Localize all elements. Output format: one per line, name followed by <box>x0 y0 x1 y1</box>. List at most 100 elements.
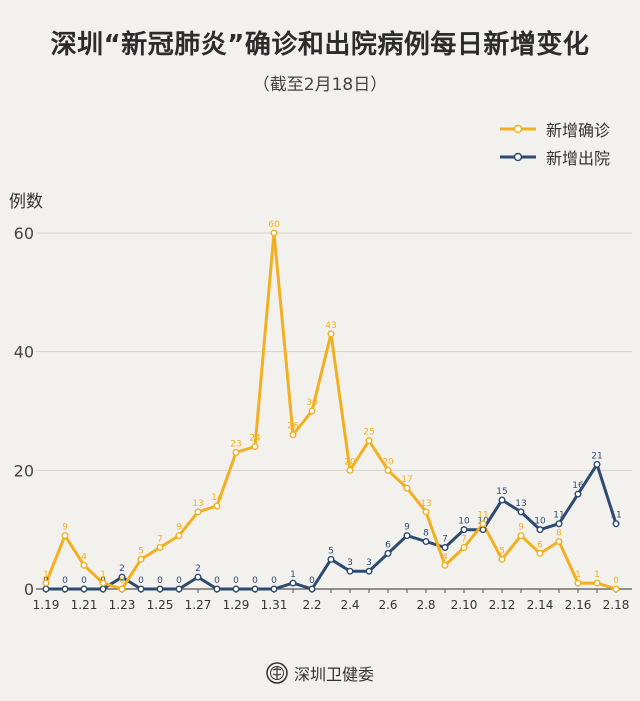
data-label-discharged: 15 <box>496 487 507 497</box>
data-point-confirmed <box>479 520 487 528</box>
data-label-discharged: 0 <box>271 576 277 586</box>
data-point-discharged <box>555 520 563 528</box>
data-label-confirmed: 9 <box>176 523 182 533</box>
data-label-confirmed: 11 <box>477 511 488 521</box>
data-label-discharged: 3 <box>347 558 353 568</box>
data-label-confirmed: 17 <box>401 475 412 485</box>
data-label-discharged: 8 <box>423 529 429 539</box>
legend-swatch-discharged <box>500 152 536 162</box>
legend: 新增确诊 新增出院 <box>498 115 610 171</box>
data-point-confirmed <box>403 484 411 492</box>
data-label-discharged: 7 <box>442 534 448 544</box>
data-point-discharged <box>308 585 316 593</box>
data-point-confirmed <box>555 538 563 546</box>
x-tick-label: 1.19 <box>33 598 60 612</box>
data-label-discharged: 0 <box>138 576 144 586</box>
data-label-confirmed: 43 <box>325 321 336 331</box>
x-tick-label: 2.14 <box>527 598 554 612</box>
data-label-discharged: 0 <box>176 576 182 586</box>
data-label-confirmed: 4 <box>442 552 448 562</box>
data-point-discharged <box>194 573 202 581</box>
chart-title: 深圳“新冠肺炎”确诊和出院病例每日新增变化 <box>50 30 590 60</box>
data-label-discharged: 0 <box>252 576 258 586</box>
data-label-confirmed: 1 <box>100 570 106 580</box>
data-point-discharged <box>574 490 582 498</box>
data-label-confirmed: 23 <box>230 440 241 450</box>
legend-item-confirmed: 新增确诊 <box>498 115 610 143</box>
data-label-discharged: 11 <box>553 511 564 521</box>
data-point-discharged <box>479 526 487 534</box>
data-point-discharged <box>42 585 50 593</box>
x-tick-label: 2.8 <box>416 598 435 612</box>
data-point-confirmed <box>156 543 164 551</box>
data-label-confirmed: 0 <box>613 576 619 586</box>
data-label-confirmed: 7 <box>461 534 467 544</box>
chart-subtitle: （截至2月18日） <box>252 75 388 95</box>
data-point-discharged <box>99 585 107 593</box>
data-label-discharged: 1 <box>290 570 296 580</box>
x-tick-label: 2.10 <box>451 598 478 612</box>
data-label-confirmed: 5 <box>499 546 505 556</box>
data-point-confirmed <box>232 449 240 457</box>
data-point-discharged <box>213 585 221 593</box>
data-label-confirmed: 5 <box>138 546 144 556</box>
data-point-discharged <box>61 585 69 593</box>
data-label-confirmed: 0 <box>119 576 125 586</box>
data-point-discharged <box>536 526 544 534</box>
data-label-confirmed: 30 <box>306 398 318 408</box>
data-point-discharged <box>346 567 354 575</box>
footer: 深圳卫健委 <box>0 661 640 685</box>
y-tick-label: 20 <box>14 461 34 480</box>
data-point-confirmed <box>308 407 316 415</box>
data-point-confirmed <box>517 532 525 540</box>
data-point-discharged <box>232 585 240 593</box>
x-tick-label: 1.21 <box>71 598 98 612</box>
data-point-discharged <box>403 532 411 540</box>
data-point-confirmed <box>251 443 259 451</box>
data-point-discharged <box>441 543 449 551</box>
data-label-confirmed: 25 <box>363 428 374 438</box>
data-point-confirmed <box>536 549 544 557</box>
data-point-discharged <box>460 526 468 534</box>
data-point-confirmed <box>612 585 620 593</box>
data-label-confirmed: 6 <box>537 540 543 550</box>
data-point-discharged <box>422 538 430 546</box>
data-label-discharged: 5 <box>328 546 334 556</box>
data-label-confirmed: 20 <box>344 457 356 467</box>
data-point-confirmed <box>593 579 601 587</box>
data-point-confirmed <box>498 555 506 563</box>
data-label-discharged: 16 <box>572 481 584 491</box>
legend-label-discharged: 新增出院 <box>546 149 611 168</box>
y-axis-label: 例数 <box>9 192 43 212</box>
data-label-discharged: 0 <box>62 576 68 586</box>
data-point-discharged <box>118 573 126 581</box>
data-label-discharged: 9 <box>404 523 410 533</box>
data-label-confirmed: 14 <box>211 493 223 503</box>
data-point-confirmed <box>213 502 221 510</box>
data-label-discharged: 0 <box>214 576 220 586</box>
data-label-discharged: 3 <box>366 558 372 568</box>
data-point-confirmed <box>61 532 69 540</box>
data-point-confirmed <box>422 508 430 516</box>
data-point-confirmed <box>99 579 107 587</box>
data-point-confirmed <box>346 466 354 474</box>
data-label-confirmed: 24 <box>249 434 261 444</box>
data-label-confirmed: 60 <box>268 220 280 230</box>
data-point-discharged <box>80 585 88 593</box>
data-label-discharged: 6 <box>385 540 391 550</box>
data-point-discharged <box>593 460 601 468</box>
data-point-confirmed <box>270 229 278 237</box>
series-line-discharged <box>44 462 618 591</box>
data-label-confirmed: 13 <box>420 499 431 509</box>
data-label-confirmed: 1 <box>575 570 581 580</box>
footer-source: 深圳卫健委 <box>293 665 374 684</box>
data-point-discharged <box>365 567 373 575</box>
data-point-discharged <box>270 585 278 593</box>
data-point-confirmed <box>441 561 449 569</box>
data-label-confirmed: 7 <box>157 534 163 544</box>
data-point-discharged <box>251 585 259 593</box>
data-point-confirmed <box>42 579 50 587</box>
x-tick-label: 2.6 <box>378 598 397 612</box>
data-point-confirmed <box>137 555 145 563</box>
